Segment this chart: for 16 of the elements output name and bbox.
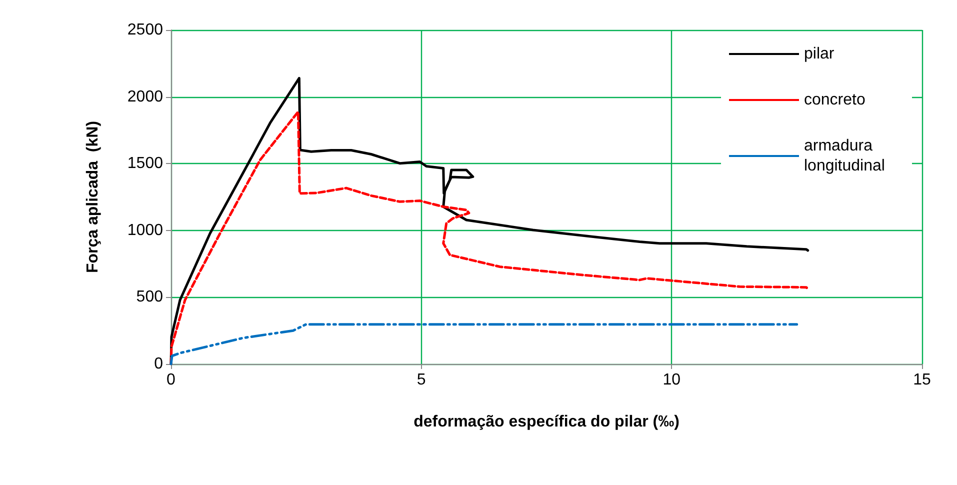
y-tick-label: 1500 (127, 155, 164, 172)
y-axis-title: Força aplicada (kN) (84, 120, 102, 274)
x-tick-label: 0 (166, 372, 176, 388)
x-tick-label: 5 (416, 372, 426, 388)
x-axis-title: deformação específica do pilar (‰) (414, 414, 680, 430)
y-tick-label: 500 (136, 288, 164, 306)
y-tick-label: 2500 (127, 22, 164, 38)
x-tick-label: 15 (913, 372, 931, 388)
legend-label: concreto (804, 92, 866, 108)
y-tick-label: 1000 (127, 222, 164, 239)
x-tick-label: 10 (662, 372, 681, 388)
legend-label: armadura longitudinal (804, 138, 885, 174)
y-tick-label: 2000 (127, 88, 164, 106)
legend-label: pilar (804, 46, 835, 62)
y-tick-label: 0 (154, 356, 164, 372)
line-series (170, 323, 798, 366)
